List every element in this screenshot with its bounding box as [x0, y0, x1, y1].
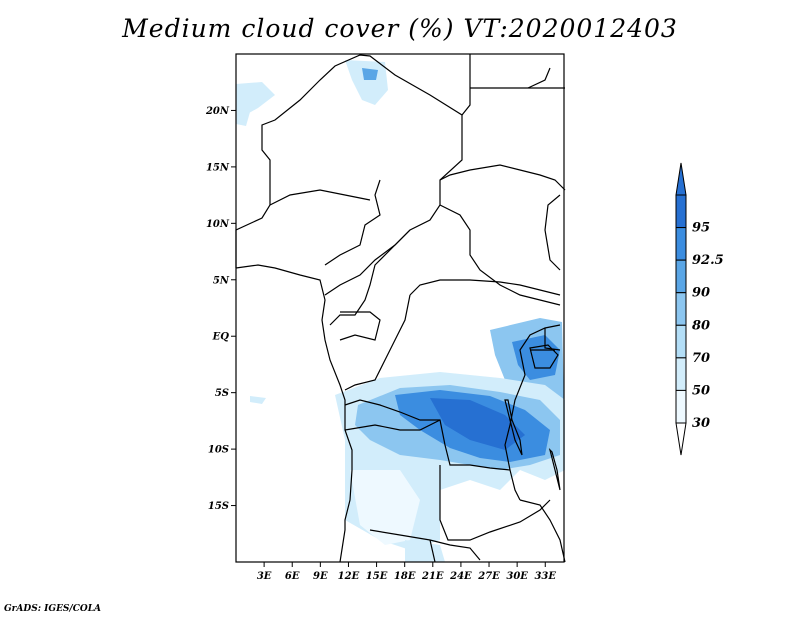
- latitude-axis: 20N 15N 10N 5N EQ 5S 10S 15S: [205, 106, 236, 512]
- lat-tick-label: 5S: [215, 388, 229, 399]
- east-border: [544, 194, 561, 271]
- lon-tick-label: 18E: [394, 571, 416, 582]
- lon-tick-label: 9E: [313, 571, 328, 582]
- lat-tick-label: EQ: [212, 332, 230, 343]
- border: [269, 189, 371, 206]
- cloud-patch-west-coast: [236, 96, 252, 126]
- border: [369, 529, 481, 561]
- lat-tick-label: 10N: [206, 219, 230, 230]
- border: [324, 179, 381, 266]
- colorbar-swatch: [675, 227, 687, 261]
- coastline: [235, 264, 353, 563]
- colorbar-level-label: 80: [692, 318, 710, 333]
- lon-tick-label: 15E: [366, 571, 388, 582]
- cloud-band-peak: [430, 398, 525, 450]
- red-sea-coast: [527, 67, 551, 89]
- boundaries: [235, 54, 566, 563]
- lon-tick-label: 21E: [421, 571, 444, 582]
- border: [544, 328, 561, 351]
- border: [429, 539, 436, 563]
- lon-tick-label: 12E: [338, 571, 360, 582]
- lon-tick-label: 3E: [257, 571, 272, 582]
- border: [504, 324, 561, 471]
- lake-tanganyika: [504, 399, 523, 456]
- colorbar-level-label: 50: [692, 383, 710, 398]
- cloud-patch-north-core: [362, 68, 378, 80]
- cloud-patch-south: [405, 540, 445, 562]
- border: [439, 164, 566, 191]
- cloud-patch-5s-coast: [250, 396, 266, 404]
- colorbar-level-label: 70: [692, 351, 710, 366]
- lon-tick-label: 30E: [506, 571, 528, 582]
- lake-malawi: [548, 448, 561, 491]
- lat-tick-label: 20N: [205, 106, 230, 117]
- colorbar-swatch: [675, 259, 687, 294]
- lat-tick-label: 10S: [208, 445, 229, 456]
- lon-tick-label: 27E: [477, 571, 500, 582]
- lon-tick-label: 6E: [285, 571, 300, 582]
- border: [339, 311, 381, 341]
- colorbar-swatch: [675, 324, 687, 359]
- colorbar-swatch: [675, 357, 687, 391]
- border: [439, 465, 551, 541]
- colorbar-low-arrow: [675, 422, 687, 456]
- colorbar-level-label: 95: [692, 221, 710, 236]
- lake-victoria: [529, 344, 559, 369]
- cloud-patch-north: [345, 60, 388, 105]
- colorbar-swatch: [675, 292, 687, 326]
- lon-tick-label: 24E: [449, 571, 472, 582]
- border: [344, 419, 441, 431]
- border: [519, 499, 566, 563]
- colorbar-level-label: 92.5: [692, 253, 724, 268]
- lat-tick-label: 15S: [208, 501, 229, 512]
- longitude-axis: 3E 6E 9E 12E 15E 18E 21E 24E 27E 30E 33E: [257, 562, 556, 582]
- border: [344, 294, 411, 391]
- colorbar-legend: 30 50 70 80 90 92.5 95: [675, 162, 724, 456]
- colorbar-swatch: [675, 194, 687, 229]
- cloud-cover-shading: [236, 60, 565, 562]
- border: [461, 54, 471, 116]
- colorbar-swatch: [675, 389, 687, 424]
- border: [409, 279, 561, 296]
- colorbar-level-label: 30: [692, 416, 710, 431]
- chart-title: Medium cloud cover (%) VT:2020012403: [122, 14, 678, 43]
- border: [329, 229, 411, 326]
- grads-credit: GrADS: IGES/COLA: [4, 604, 102, 614]
- colorbar-high-arrow: [675, 162, 687, 196]
- border: [439, 204, 561, 306]
- cloud-patch-southwest: [350, 470, 420, 545]
- lat-tick-label: 15N: [206, 162, 230, 173]
- lon-tick-label: 33E: [534, 571, 556, 582]
- map-frame: [235, 53, 565, 563]
- colorbar-level-label: 90: [692, 286, 710, 301]
- lat-tick-label: 5N: [213, 275, 230, 286]
